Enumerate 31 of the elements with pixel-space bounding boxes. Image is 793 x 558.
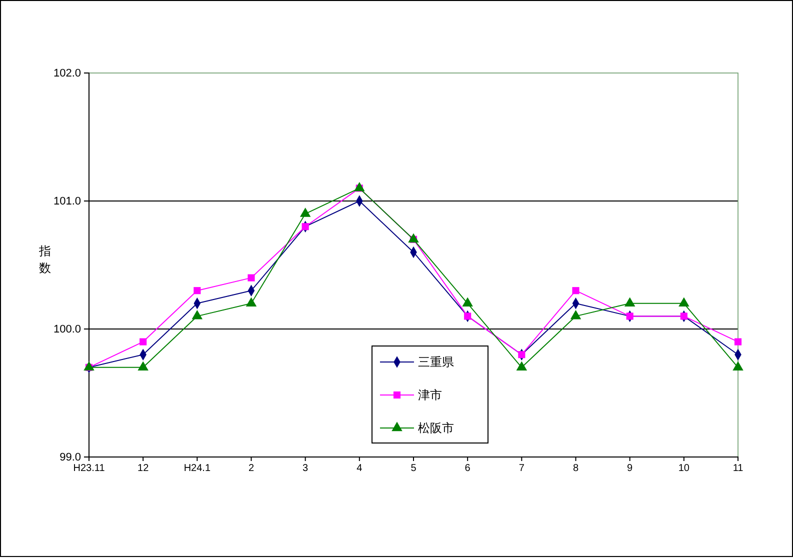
x-tick-label: H24.1 <box>184 463 211 474</box>
x-tick-label: 9 <box>627 463 634 474</box>
x-tick-label: 6 <box>464 463 471 474</box>
point <box>626 312 634 320</box>
point <box>680 312 688 320</box>
point <box>572 287 580 294</box>
point <box>248 274 255 282</box>
point <box>302 223 309 230</box>
x-tick-label: 4 <box>356 463 363 474</box>
y-axis-title: 指数 <box>38 244 51 275</box>
y-tick-label: 99.0 <box>60 452 81 464</box>
point <box>734 338 742 346</box>
y-tick-label: 102.0 <box>53 68 81 80</box>
point <box>194 287 201 294</box>
x-tick-label: 5 <box>410 463 417 474</box>
point <box>140 338 147 346</box>
x-tick-label: 7 <box>518 463 525 474</box>
x-tick-label: 8 <box>572 463 579 474</box>
x-tick-label: 3 <box>302 463 309 474</box>
legend-label: 松阪市 <box>418 421 454 435</box>
x-tick-label: 2 <box>248 463 254 474</box>
x-tick-label: 11 <box>732 463 744 474</box>
point <box>518 351 526 358</box>
x-tick-label: 12 <box>138 463 150 474</box>
legend-label: 津市 <box>418 388 442 402</box>
y-tick-label: 100.0 <box>53 324 81 336</box>
x-tick-label: 10 <box>678 463 690 474</box>
point <box>464 312 472 320</box>
legend-label: 三重県 <box>418 355 454 369</box>
x-tick-label: H23.11 <box>73 463 106 474</box>
y-tick-label: 101.0 <box>53 196 81 208</box>
